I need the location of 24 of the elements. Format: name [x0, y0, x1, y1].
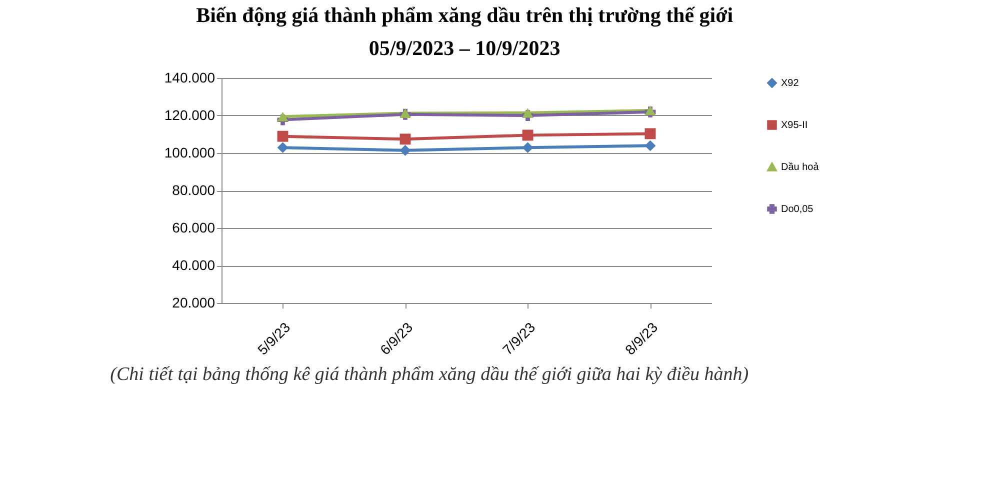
y-tick-label: 80.000: [172, 182, 216, 198]
point: [277, 112, 288, 122]
legend-label: X92: [781, 78, 800, 89]
y-tick-label: 40.000: [172, 257, 216, 273]
chart-subtitle: 05/9/2023 – 10/9/2023: [368, 36, 560, 60]
point: [522, 130, 534, 141]
point: [277, 142, 288, 154]
y-tick-label: 120.000: [164, 107, 216, 123]
legend-label: Do0,05: [781, 204, 814, 215]
point: [277, 130, 288, 142]
legend-label: Dầu hoả: [781, 162, 820, 173]
y-tick-label: 100.000: [164, 144, 216, 160]
y-tick-label: 60.000: [172, 220, 216, 236]
y-tick-label: 20.000: [172, 294, 216, 310]
text: (Chi tiết tại bảng thống kê giá thành phẩm xăng dầu thế giới giữa hai kỳ điều hành): [110, 364, 749, 385]
point: [522, 142, 534, 154]
point: [644, 128, 656, 140]
legend-label: X95-II: [781, 120, 808, 131]
chart-title: Biến động giá thành phẩm xăng dầu trên thị trường thế giới: [196, 3, 734, 27]
y-tick-label: 140.000: [164, 70, 216, 86]
point: [400, 144, 411, 156]
point: [400, 134, 411, 145]
point: [644, 140, 656, 152]
point: [522, 108, 534, 118]
